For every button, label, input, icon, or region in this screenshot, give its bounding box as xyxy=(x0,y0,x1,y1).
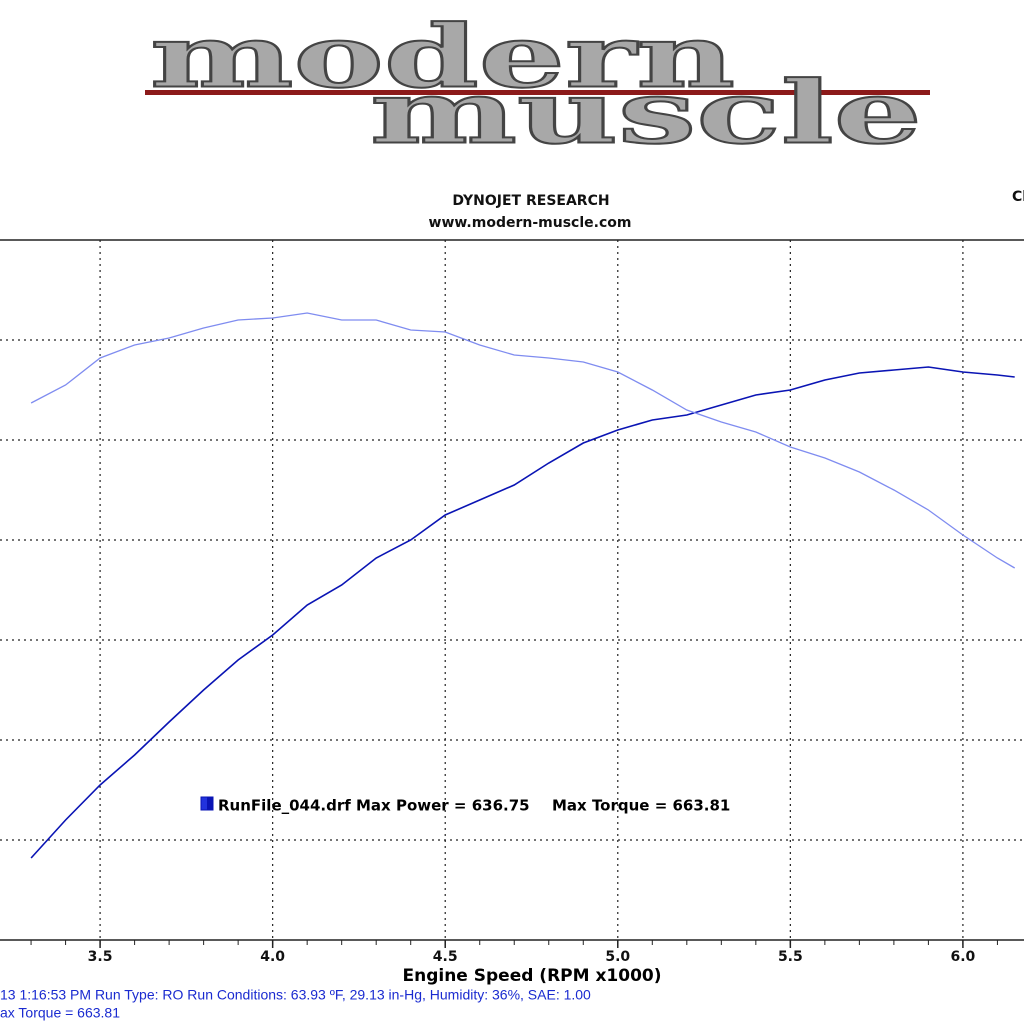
legend-entry: RunFile_044.drf Max Power = 636.75 xyxy=(218,797,530,815)
series-line xyxy=(30,312,1016,569)
logo-line2: muscle xyxy=(370,63,922,164)
x-tick-label: 4.5 xyxy=(433,949,458,965)
logo-rule xyxy=(145,90,930,95)
chart-subtitle: www.modern-muscle.com xyxy=(429,215,632,231)
x-tick-label: 6.0 xyxy=(951,949,976,965)
x-tick-label: 3.5 xyxy=(88,949,113,965)
x-tick-label: 5.0 xyxy=(605,949,630,965)
x-axis-label: Engine Speed (RPM x1000) xyxy=(402,966,661,986)
chart-title: DYNOJET RESEARCH xyxy=(452,193,609,209)
series-line xyxy=(30,366,1015,859)
footer-line: ax Torque = 663.81 xyxy=(0,1005,120,1021)
legend-swatch-half xyxy=(207,797,213,810)
corner-text: Cl xyxy=(1012,189,1024,205)
footer-line: 13 1:16:53 PM Run Type: RO Run Condition… xyxy=(0,987,591,1003)
x-tick-label: 5.5 xyxy=(778,949,803,965)
legend-entry: Max Torque = 663.81 xyxy=(552,797,730,815)
x-tick-label: 4.0 xyxy=(260,949,285,965)
